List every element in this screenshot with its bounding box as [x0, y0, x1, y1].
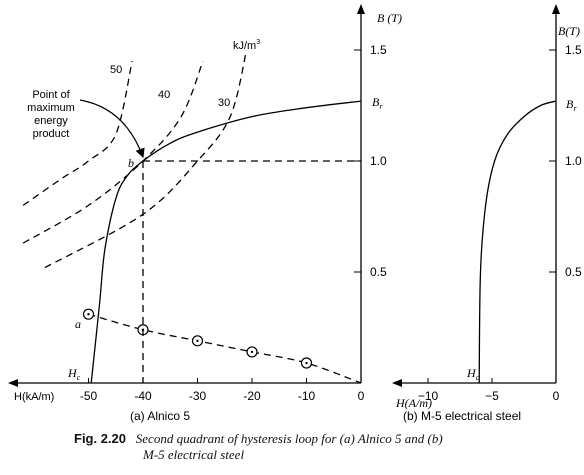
panel-a-br-label: Br: [372, 95, 383, 111]
x-tick-label: −10: [418, 389, 439, 403]
y-tick-label: 0.5: [565, 265, 582, 279]
panel-b-title: (b) M-5 electrical steel: [403, 409, 521, 423]
panel-b-br-label: Br: [566, 97, 577, 113]
panel-a-title: (a) Alnico 5: [130, 409, 190, 423]
x-tick-label: −5: [485, 389, 499, 403]
y-tick-label: 1.5: [370, 43, 387, 57]
panel-b-y-arrow: [552, 4, 560, 14]
x-tick-label: -40: [134, 389, 152, 403]
x-tick-label: -30: [189, 389, 207, 403]
point-note-line-3: energy: [34, 115, 68, 127]
point-note: Point of maximum energy product: [27, 89, 75, 140]
caption-line-2: M-5 electrical steel: [143, 447, 245, 462]
panel-a-series-energy-product: [88, 313, 362, 384]
panel-a-hc-label: Hc: [67, 366, 81, 382]
panel-a-y-axis-label: B (T): [377, 11, 402, 25]
x-tick-label: 0: [358, 389, 365, 403]
energy-product-marker-dot: [250, 350, 254, 354]
y-tick-label: 1.0: [370, 154, 387, 168]
panel-a-x-axis-label: H(kA/m): [14, 391, 54, 403]
energy-product-marker-dot: [305, 361, 308, 365]
x-tick-label: -20: [243, 389, 261, 403]
panel-a-series-50-kj-m3: [22, 60, 133, 206]
y-tick-label: 1.5: [565, 43, 582, 57]
panel-b-series-b-h-curve: [478, 100, 557, 384]
curve-label-50: 50: [110, 64, 122, 76]
figure-label: Fig. 2.20: [74, 431, 127, 446]
panel-a-series-30-kj-m3: [44, 49, 248, 269]
y-tick-label: 1.0: [565, 154, 582, 168]
curve-label-30: 30: [218, 97, 230, 109]
point-b-label: b: [128, 156, 134, 170]
x-tick-label: -50: [80, 389, 98, 403]
point-note-line-1: Point of: [32, 89, 70, 101]
point-note-line-2: maximum: [27, 102, 75, 114]
panel-a-y-arrow: [357, 4, 365, 14]
panel-b-y-axis-label: B(T): [558, 24, 580, 38]
curve-label-40: 40: [158, 89, 170, 101]
point-a-label: a: [75, 317, 81, 331]
point-note-arrow: [79, 99, 145, 159]
panel-b: −10 −5 0 0.5 1.0 1.5 B(T) H(A/m) Br Hc (b) M-…: [392, 4, 582, 423]
x-tick-label: -10: [298, 389, 316, 403]
x-tick-label: 0: [553, 389, 560, 403]
y-tick-label: 0.5: [370, 265, 387, 279]
panel-a: -50 -40 -30 -20 -10 00.51.01.5 B (T) H(kA/m) …: [8, 4, 402, 423]
panel-b-hc-label: Hc: [466, 366, 480, 382]
energy-product-marker-dot: [196, 339, 199, 343]
point-note-line-4: product: [33, 128, 70, 140]
panel-b-x-axis-label: H(A/m): [395, 396, 432, 410]
energy-product-marker-dot: [87, 312, 90, 316]
unit-label: kJ/m3: [233, 39, 260, 52]
figure-caption: Fig. 2.20 Second quadrant of hysteresis …: [74, 431, 584, 463]
panel-a-x-arrow: [8, 379, 18, 387]
panel-b-x-arrow: [392, 379, 402, 387]
caption-line-1: Second quadrant of hysteresis loop for (…: [135, 431, 443, 446]
panel-a-series-b-h-curve: [90, 100, 362, 384]
